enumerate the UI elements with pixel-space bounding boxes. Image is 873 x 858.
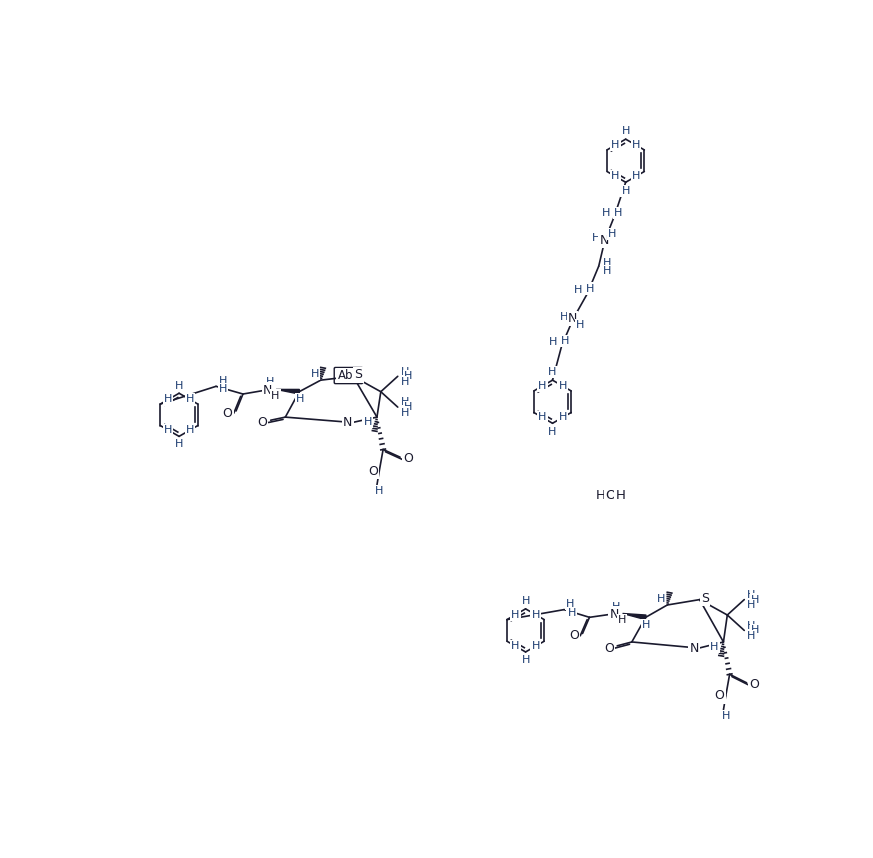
Text: H: H	[747, 590, 755, 600]
Text: N: N	[609, 607, 619, 620]
Text: H: H	[751, 595, 760, 605]
Text: H: H	[164, 395, 172, 404]
Text: O: O	[749, 678, 760, 691]
Text: H: H	[615, 489, 625, 502]
Text: H: H	[296, 395, 304, 404]
Text: H: H	[559, 412, 567, 422]
Text: H: H	[747, 621, 755, 631]
Text: H: H	[401, 397, 409, 408]
Text: H: H	[363, 417, 372, 426]
Text: H: H	[576, 320, 584, 329]
Text: S: S	[701, 591, 709, 605]
Polygon shape	[622, 613, 646, 619]
Text: N: N	[690, 642, 699, 655]
Text: H: H	[559, 381, 567, 391]
Text: Abs: Abs	[338, 369, 360, 382]
Text: H: H	[521, 656, 530, 666]
Text: H: H	[401, 408, 409, 418]
Text: H: H	[219, 384, 227, 395]
Text: H: H	[532, 610, 540, 620]
Text: H: H	[591, 233, 600, 244]
Text: H: H	[512, 610, 519, 620]
Text: H: H	[548, 426, 557, 437]
Text: H: H	[747, 631, 755, 641]
Text: H: H	[548, 366, 557, 377]
Text: H: H	[632, 141, 640, 150]
Text: H: H	[747, 600, 755, 610]
Text: H: H	[265, 378, 274, 388]
Text: N: N	[343, 416, 353, 429]
Text: H: H	[404, 372, 413, 381]
Text: O: O	[223, 407, 232, 420]
Text: H: H	[567, 607, 576, 618]
Text: H: H	[722, 711, 730, 721]
Text: H: H	[538, 381, 546, 391]
Text: H: H	[710, 642, 718, 651]
Text: N: N	[263, 384, 272, 396]
Text: H: H	[602, 208, 610, 218]
Text: H: H	[175, 439, 183, 449]
Text: H: H	[656, 594, 665, 604]
Text: H: H	[603, 258, 611, 268]
Polygon shape	[276, 390, 299, 394]
Text: H: H	[186, 426, 194, 435]
Text: H: H	[574, 285, 582, 295]
Text: H: H	[538, 412, 546, 422]
Text: H: H	[586, 283, 595, 293]
Text: O: O	[605, 489, 615, 502]
Text: O: O	[715, 689, 725, 703]
Text: H: H	[532, 641, 540, 651]
Text: H: H	[549, 336, 558, 347]
Text: H: H	[401, 366, 409, 377]
Text: O: O	[258, 416, 267, 429]
Text: H: H	[311, 369, 319, 379]
Text: H: H	[560, 312, 568, 322]
Text: H: H	[611, 171, 620, 181]
Text: H: H	[272, 390, 279, 401]
Text: H: H	[566, 599, 574, 609]
Text: H: H	[632, 171, 640, 181]
Text: H: H	[164, 426, 172, 435]
Text: H: H	[612, 601, 621, 612]
Text: H: H	[512, 641, 519, 651]
Text: O: O	[604, 642, 614, 655]
Text: H: H	[404, 402, 413, 412]
FancyBboxPatch shape	[334, 367, 362, 384]
Text: H: H	[401, 377, 409, 387]
Text: O: O	[368, 464, 378, 478]
Text: H: H	[603, 266, 611, 275]
Text: H: H	[219, 376, 227, 386]
Text: O: O	[402, 452, 413, 465]
Text: H: H	[186, 395, 194, 404]
Text: H: H	[614, 208, 622, 218]
Text: H: H	[175, 381, 183, 390]
Text: H: H	[608, 229, 616, 239]
Text: H: H	[622, 185, 629, 196]
Text: O: O	[569, 629, 579, 643]
Text: N: N	[600, 233, 608, 246]
Text: H: H	[560, 335, 569, 346]
Text: H: H	[375, 486, 383, 496]
Text: H: H	[751, 625, 760, 636]
Text: H: H	[622, 126, 629, 136]
Text: H: H	[611, 141, 620, 150]
Text: S: S	[354, 368, 362, 381]
Text: H: H	[617, 614, 626, 625]
Text: H: H	[596, 489, 606, 502]
Text: H: H	[521, 596, 530, 606]
Text: N: N	[567, 312, 577, 325]
Text: H: H	[643, 620, 650, 630]
